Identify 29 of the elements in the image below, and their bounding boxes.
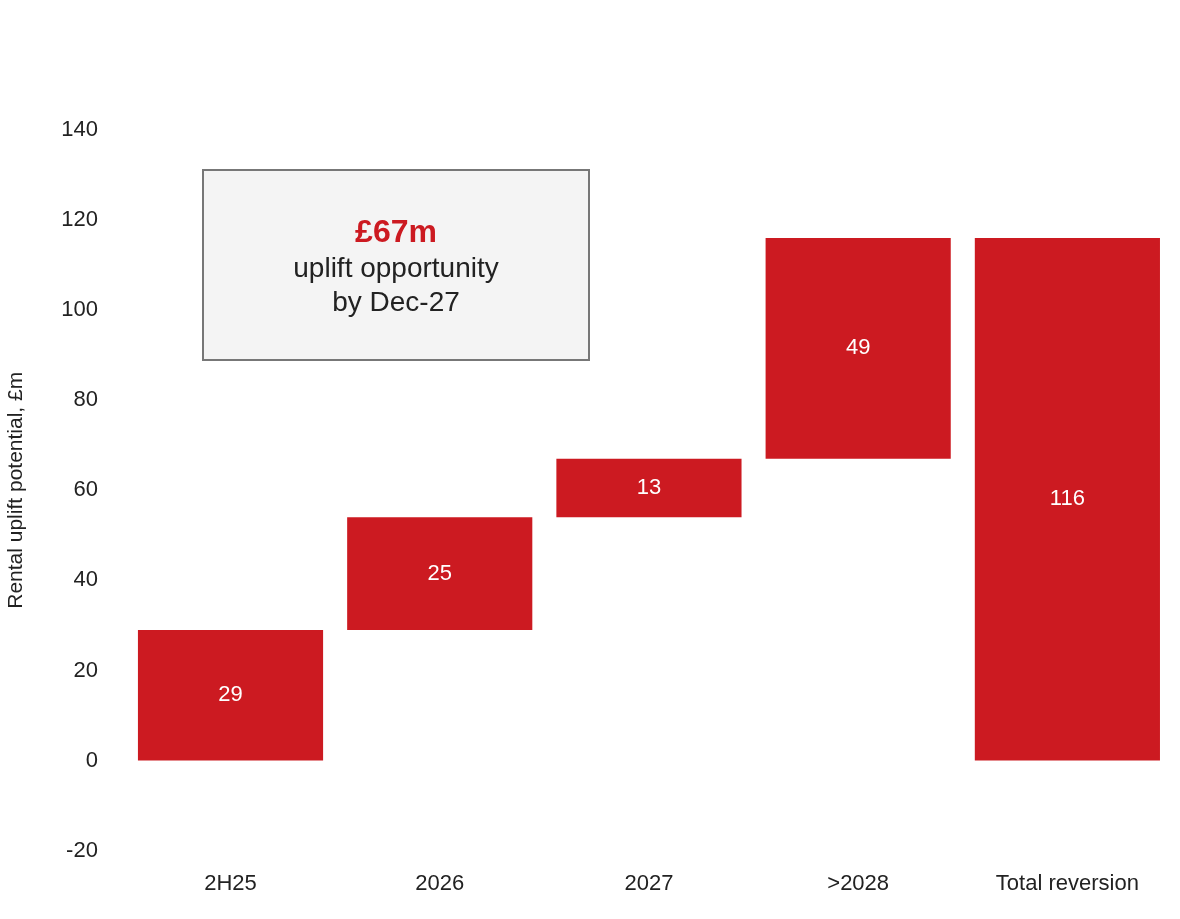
y-tick-label: 80 (73, 386, 98, 412)
annotation: £67m (355, 212, 437, 251)
x-tick-label: >2028 (827, 869, 890, 895)
data-label: 29 (218, 681, 243, 707)
y-tick-label: 140 (61, 116, 98, 142)
bar (556, 458, 742, 518)
x-tick-label: 2027 (624, 869, 674, 895)
y-axis-title: Rental uplift potential, £m (3, 371, 27, 609)
y-tick-label: 20 (73, 656, 98, 682)
data-label: 25 (427, 559, 452, 585)
data-label: 116 (1049, 485, 1085, 511)
y-tick-label: -20 (66, 836, 98, 862)
y-tick-label: 60 (73, 476, 98, 502)
callout-box: £67m uplift opportunity by Dec-27 (202, 169, 590, 361)
y-tick-label: 0 (85, 746, 98, 772)
x-tick-label: Total reversion (995, 869, 1139, 895)
y-tick-label: 40 (73, 566, 98, 592)
bar (974, 238, 1160, 761)
x-tick-label: 2H25 (204, 869, 257, 895)
bar (137, 629, 324, 761)
annotation: uplift opportunity (293, 251, 499, 285)
y-tick-label: 100 (61, 296, 98, 322)
bar (765, 238, 951, 459)
x-tick-label: 2026 (415, 869, 465, 895)
data-label: 13 (636, 474, 662, 500)
data-label: 49 (845, 334, 871, 360)
y-tick-label: 120 (61, 206, 98, 232)
bar (347, 517, 533, 630)
annotation: by Dec-27 (332, 285, 460, 319)
